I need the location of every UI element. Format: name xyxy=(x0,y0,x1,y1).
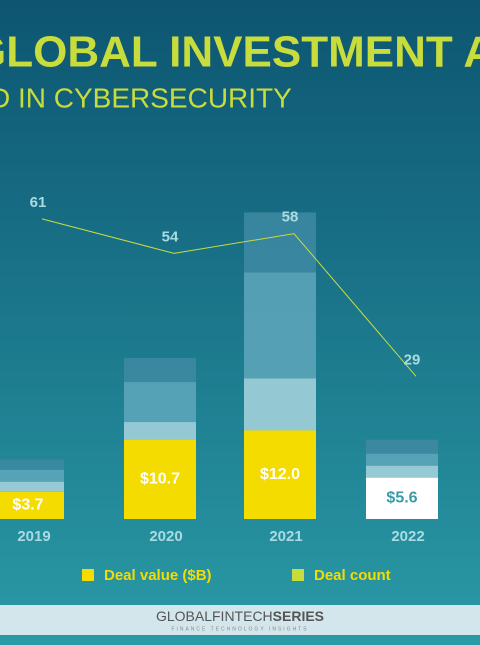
x-tick-label: 2020 xyxy=(149,528,182,545)
bar-decoration xyxy=(366,439,438,454)
value-label: $3.7 xyxy=(12,497,43,514)
value-label: $5.6 xyxy=(386,490,417,507)
bar xyxy=(244,430,316,519)
footer-brand: GLOBALFINTECHSERIES xyxy=(156,608,324,624)
data-label: 54 xyxy=(162,228,179,245)
bar-decoration xyxy=(0,459,64,470)
bar-decoration xyxy=(124,382,196,423)
legend-label: Deal value ($B) xyxy=(104,567,212,584)
footer-tagline: FINANCE TECHNOLOGY INSIGHTS xyxy=(171,626,308,632)
legend-swatch xyxy=(292,569,304,581)
bar-decoration xyxy=(0,481,64,492)
legend-label: Deal count xyxy=(314,567,391,584)
x-tick-label: 2022 xyxy=(391,528,424,545)
chart-title: GLOBAL INVESTMENT AC xyxy=(0,28,480,77)
value-label: $12.0 xyxy=(260,466,300,483)
x-tick-label: 2019 xyxy=(17,528,50,545)
brand-left: GLOBALFINTECH xyxy=(156,608,273,624)
value-label: $10.7 xyxy=(140,471,180,488)
bar-decoration xyxy=(244,378,316,431)
bar-decoration xyxy=(124,422,196,441)
bar xyxy=(0,491,64,519)
x-tick-label: 2021 xyxy=(269,528,302,545)
footer-bar xyxy=(0,605,480,635)
bar xyxy=(366,477,438,519)
line xyxy=(41,218,417,377)
bar-decoration xyxy=(244,272,316,379)
data-label: 29 xyxy=(404,351,421,368)
data-label: 58 xyxy=(282,209,299,226)
bar-decoration xyxy=(366,465,438,478)
bar xyxy=(124,440,196,519)
brand-right: SERIES xyxy=(273,608,324,624)
bar-decoration xyxy=(0,469,64,482)
chart-subtitle: D IN CYBERSECURITY xyxy=(0,82,292,113)
legend-swatch xyxy=(82,569,94,581)
bar-decoration xyxy=(124,358,196,383)
bar-decoration xyxy=(244,212,316,273)
bar-decoration xyxy=(366,453,438,466)
data-label: 61 xyxy=(30,194,47,211)
